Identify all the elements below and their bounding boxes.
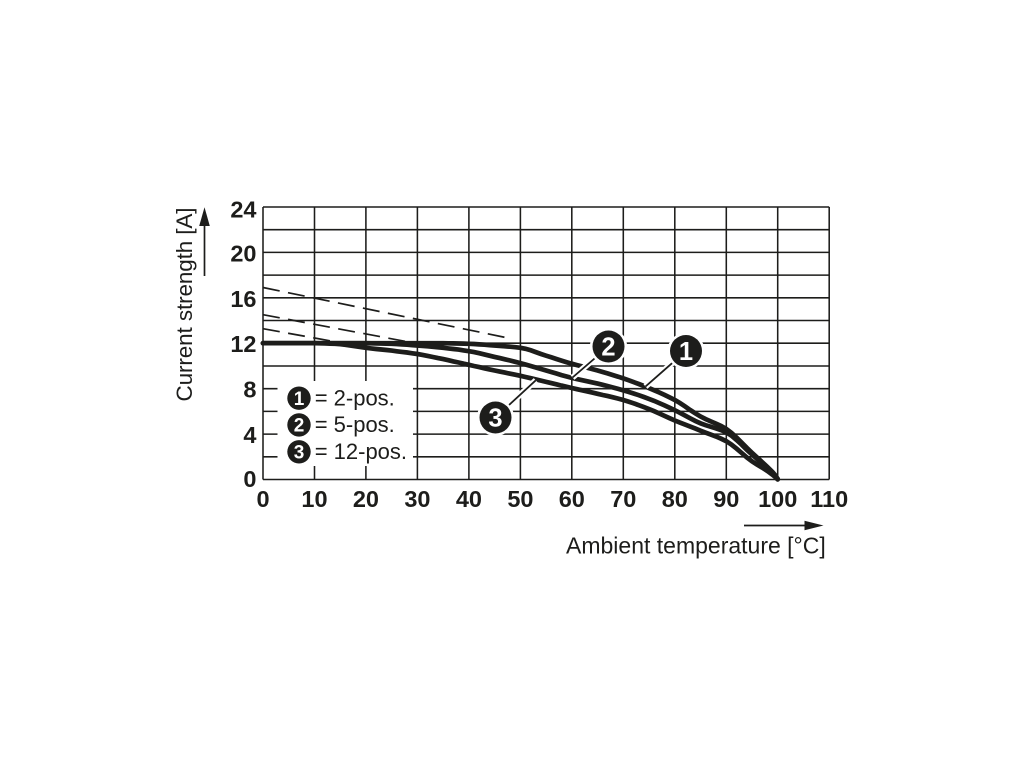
svg-text:1: 1 — [679, 338, 693, 366]
svg-text:Ambient temperature [°C]: Ambient temperature [°C] — [566, 533, 826, 559]
svg-text:= 12-pos.: = 12-pos. — [315, 439, 407, 464]
svg-text:30: 30 — [404, 486, 430, 512]
svg-text:20: 20 — [230, 240, 256, 266]
svg-text:3: 3 — [488, 405, 502, 433]
svg-text:80: 80 — [662, 486, 688, 512]
svg-text:40: 40 — [456, 486, 482, 512]
svg-text:70: 70 — [610, 486, 636, 512]
svg-text:3: 3 — [294, 443, 305, 464]
svg-text:90: 90 — [713, 486, 739, 512]
svg-text:2: 2 — [294, 416, 305, 437]
svg-text:0: 0 — [256, 486, 269, 512]
svg-text:16: 16 — [230, 286, 256, 312]
svg-text:= 2-pos.: = 2-pos. — [315, 386, 395, 411]
svg-text:4: 4 — [243, 422, 256, 448]
svg-text:50: 50 — [507, 486, 533, 512]
svg-text:8: 8 — [243, 377, 256, 403]
svg-text:1: 1 — [294, 389, 305, 410]
svg-text:20: 20 — [353, 486, 379, 512]
svg-text:110: 110 — [810, 486, 848, 512]
svg-text:60: 60 — [559, 486, 585, 512]
svg-text:24: 24 — [230, 197, 256, 223]
svg-text:2: 2 — [601, 334, 615, 362]
svg-text:10: 10 — [301, 486, 327, 512]
svg-text:= 5-pos.: = 5-pos. — [315, 412, 395, 437]
svg-text:Current strength [A]: Current strength [A] — [172, 208, 197, 402]
svg-text:0: 0 — [243, 466, 256, 492]
svg-text:100: 100 — [758, 486, 797, 512]
svg-text:12: 12 — [230, 331, 256, 357]
